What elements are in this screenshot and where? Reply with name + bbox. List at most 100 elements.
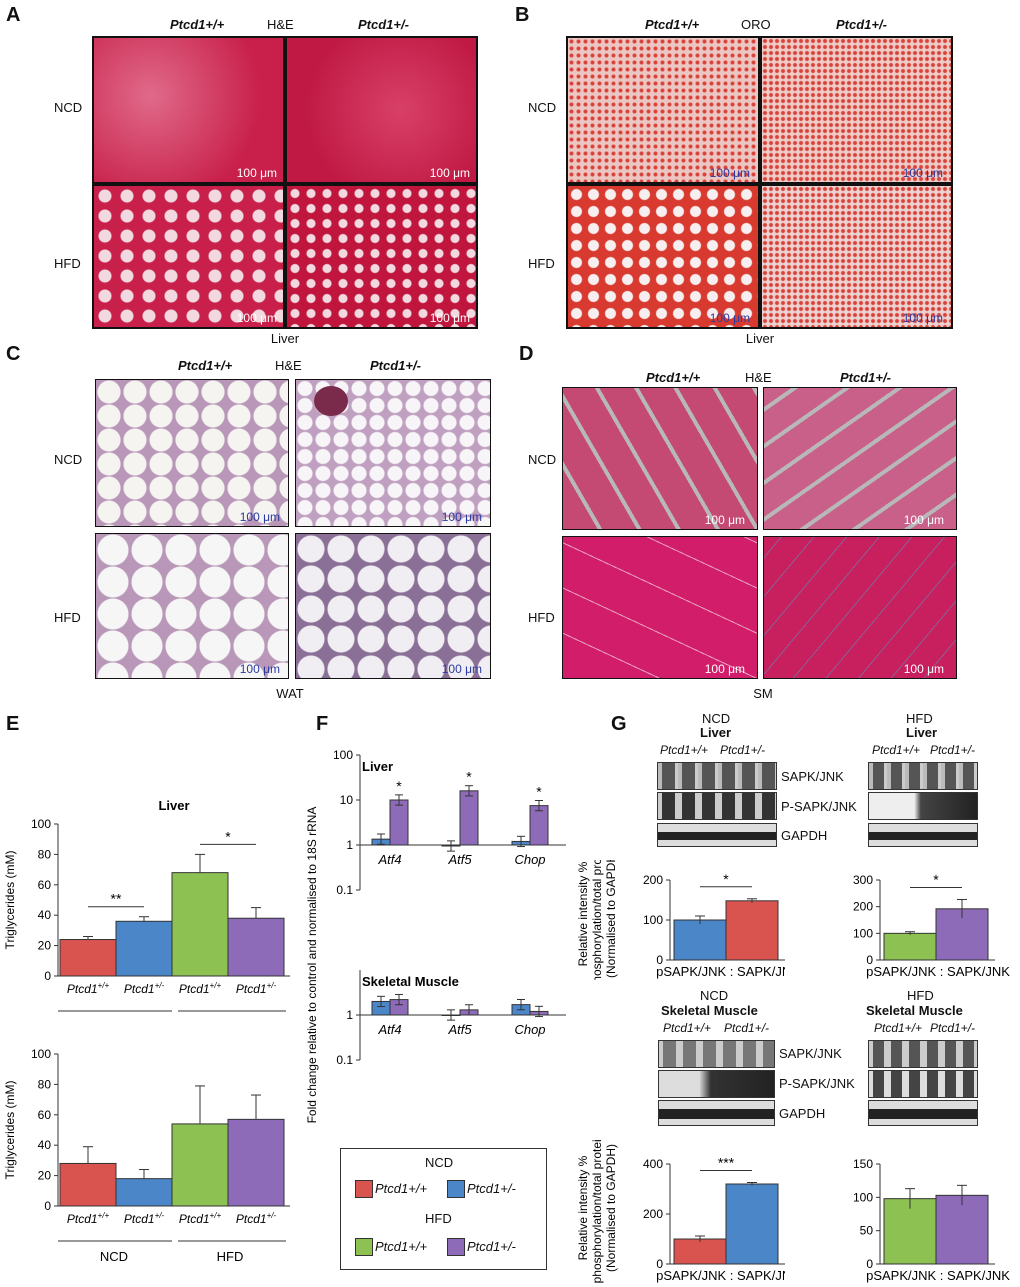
scale-bar-label: 100 μm <box>709 311 750 325</box>
chart-title: Liver <box>158 798 189 813</box>
x-axis-label: pSAPK/JNK : SAPK/JNK <box>866 964 1010 979</box>
panel-c-caption: WAT <box>276 686 304 701</box>
band-label-psapk: P-SAPK/JNK <box>781 799 857 814</box>
x-tick-label: Ptcd1+/+ <box>67 981 110 996</box>
blot-ncd-sm-band-1 <box>658 1040 775 1068</box>
micrograph-d-ncd-wt: 100 μm <box>562 387 758 530</box>
y-tick-label: 20 <box>38 939 52 953</box>
significance-marker: * <box>466 769 472 785</box>
micrograph-a-ncd-wt: 100 μm <box>92 36 285 184</box>
x-axis-label: pSAPK/JNK : SAPK/JNK <box>656 964 785 979</box>
y-tick-label: 80 <box>38 1077 52 1091</box>
micrograph-b-ncd-wt: 100 μm <box>566 36 760 184</box>
y-axis-label: (Normalised to GAPDH) <box>604 1144 618 1272</box>
y-tick-label: 0 <box>44 1199 51 1213</box>
chart-g-ncd-liver: 0 100 200 * pSAPK/JNK : SAPK/JNK Relative int… <box>576 860 785 980</box>
group-label: NCD <box>100 1249 128 1264</box>
group-label: HFD <box>217 1249 244 1264</box>
row-label-hfd: HFD <box>54 256 81 271</box>
legend-het-ncd: Ptcd1+/- <box>467 1181 516 1196</box>
panel-a-caption: Liver <box>270 331 300 346</box>
blot-ncd-sm-het: Ptcd1+/- <box>724 1021 770 1035</box>
y-tick-label: 0 <box>44 969 51 983</box>
y-tick-label: 200 <box>643 873 663 887</box>
y-tick-label: 0 <box>866 953 873 967</box>
scale-bar-label: 100 μm <box>239 662 280 676</box>
scale-bar-label: 100 μm <box>429 166 470 180</box>
blot-ncd-liver-band-2 <box>657 792 777 820</box>
y-tick-label: 60 <box>38 878 52 892</box>
y-tick-label: 100 <box>31 817 51 831</box>
x-axis-label: pSAPK/JNK : SAPK/JNK <box>866 1268 1010 1283</box>
blot-hfd-sm-band-2 <box>868 1070 978 1098</box>
micrograph-d-hfd-wt: 100 μm <box>562 536 758 679</box>
scale-bar-label: 100 μm <box>709 166 750 180</box>
row-label-ncd: NCD <box>528 100 557 115</box>
blot-hfd-liver-wt: Ptcd1+/+ <box>872 743 921 757</box>
scale-bar-label: 100 μm <box>441 662 482 676</box>
significance-marker: * <box>723 871 729 887</box>
bar <box>171 1123 229 1207</box>
bar <box>227 917 285 977</box>
bar <box>883 932 937 961</box>
legend-wt-ncd: Ptcd1+/+ <box>375 1181 428 1196</box>
bar <box>59 1162 117 1207</box>
blot-hfd-sm-band-1 <box>868 1040 978 1068</box>
row-label-ncd: NCD <box>54 100 83 115</box>
panel-label-d: D <box>519 343 534 365</box>
blot-ncd-sm-wt: Ptcd1+/+ <box>663 1021 712 1035</box>
micrograph-b-hfd-wt: 100 μm <box>566 184 760 329</box>
bar <box>673 919 727 961</box>
x-tick-label: Ptcd1+/+ <box>179 1211 222 1226</box>
y-tick-label: 400 <box>643 1157 663 1171</box>
genotype-wt-label: Ptcd1+/+ <box>170 17 225 32</box>
y-tick-label: 100 <box>333 748 353 762</box>
legend-het-hfd: Ptcd1+/- <box>467 1239 516 1254</box>
blot-hfd-sm-band-3 <box>868 1100 978 1126</box>
blot-ncd-liver-wt: Ptcd1+/+ <box>660 743 709 757</box>
stain-label: H&E <box>275 358 302 373</box>
x-tick-label: Atf5 <box>447 852 472 867</box>
chart-g-hfd-liver: 0 100 200 300 * pSAPK/JNK : SAPK/JNK <box>853 871 1010 979</box>
y-tick-label: 0.1 <box>336 1053 353 1067</box>
band-label-gapdh: GAPDH <box>781 828 828 843</box>
panel-label-f: F <box>316 713 329 735</box>
bar <box>389 799 409 846</box>
panel-label-a: A <box>6 4 21 26</box>
blot-hfd-liver-band-1 <box>868 762 978 790</box>
blot-hfd-sm-cond: HFD <box>907 988 934 1003</box>
y-tick-label: 0 <box>866 1257 873 1271</box>
y-tick-label: 200 <box>853 900 873 914</box>
micrograph-d-hfd-het: 100 μm <box>763 536 957 679</box>
y-tick-label: 100 <box>31 1047 51 1061</box>
legend-swatch-het-hfd <box>447 1238 465 1256</box>
genotype-het-label: Ptcd1+/- <box>840 370 891 385</box>
y-axis-label: Relative intensity % <box>576 861 590 966</box>
chart-f-gene-expression: Liver 0.1 1 10 100 * Atf4 * Atf5 * Chop Skeletal Mu… <box>305 748 566 1123</box>
y-axis-label: Triglycerides (mM) <box>3 1081 17 1180</box>
blot-hfd-sm-het: Ptcd1+/- <box>930 1021 976 1035</box>
y-tick-label: 40 <box>38 1138 52 1152</box>
genotype-het-label: Ptcd1+/- <box>358 17 409 32</box>
blot-ncd-liver-het: Ptcd1+/- <box>720 743 766 757</box>
stain-label: ORO <box>741 17 771 32</box>
y-axis-label: phosphorylation/total protein <box>590 860 604 980</box>
x-tick-label: Ptcd1+/- <box>236 1211 277 1226</box>
micrograph-d-ncd-het: 100 μm <box>763 387 957 530</box>
y-tick-label: 80 <box>38 847 52 861</box>
row-label-hfd: HFD <box>54 610 81 625</box>
y-tick-label: 0.1 <box>336 883 353 897</box>
significance-marker: ** <box>111 891 122 907</box>
blot-ncd-sm-band-3 <box>658 1100 775 1126</box>
micrograph-c-hfd-wt: 100 μm <box>95 533 289 679</box>
y-tick-label: 1 <box>346 838 353 852</box>
blot-hfd-liver-band-3 <box>868 823 978 847</box>
panel-b-caption: Liver <box>745 331 775 346</box>
micrograph-a-hfd-het: 100 μm <box>285 184 478 329</box>
significance-marker: * <box>225 828 231 844</box>
x-tick-label: Ptcd1+/- <box>236 981 277 996</box>
y-tick-label: 20 <box>38 1169 52 1183</box>
blot-hfd-sm-wt: Ptcd1+/+ <box>874 1021 923 1035</box>
micrograph-b-ncd-het: 100 μm <box>760 36 953 184</box>
legend-hfd-title: HFD <box>425 1211 452 1226</box>
